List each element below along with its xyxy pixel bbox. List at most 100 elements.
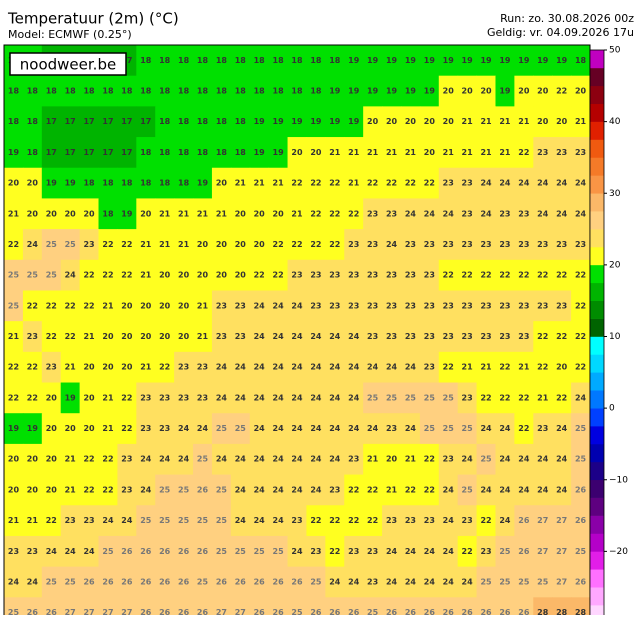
temp-label: 18 [178,179,190,188]
temp-label: 21 [216,209,228,218]
temp-label: 21 [386,485,398,494]
temp-cell [249,443,270,476]
temp-cell [419,229,440,261]
temp-cell [60,351,81,384]
temp-cell [98,137,118,169]
temp-label: 23 [518,209,529,218]
temp-cell [476,413,496,445]
temp-label: 25 [386,393,398,402]
temp-cell [211,167,232,199]
temp-label: 24 [273,485,285,494]
temp-cell [476,229,496,261]
temp-label: 20 [121,301,133,310]
temp-cell [571,535,591,568]
temp-cell [22,351,43,384]
temp-cell [287,45,307,77]
temp-cell [306,106,326,138]
temp-label: 23 [235,301,246,310]
temp-label: 25 [291,608,303,615]
colorbar-band [590,515,604,534]
temp-label: 26 [216,577,228,586]
temp-label: 25 [159,485,171,494]
temp-label: 19 [518,56,530,65]
temp-cell [117,474,137,506]
temp-cell [344,137,364,169]
temp-cell [382,474,402,506]
temp-label: 20 [518,87,530,96]
temp-label: 26 [254,608,266,615]
temp-cell [22,443,43,476]
temp-label: 28 [556,608,568,615]
temp-label: 24 [235,363,247,372]
temp-label: 20 [556,363,568,372]
temp-cell [249,45,270,77]
temp-label: 23 [556,301,567,310]
temp-cell [41,321,62,353]
colorbar-band [590,533,604,552]
temp-cell [457,321,478,353]
temp-cell [4,137,24,169]
temp-label: 24 [310,332,322,341]
temp-cell [98,597,118,619]
temp-cell [400,75,421,107]
temp-cell [193,443,213,476]
temp-cell [325,535,345,568]
temp-cell [419,167,440,199]
temp-label: 22 [83,455,94,464]
temp-label: 19 [8,424,20,433]
temp-cell [230,351,251,384]
temp-cell [155,45,175,77]
temp-cell [400,290,421,322]
temp-label: 24 [273,424,285,433]
temp-cell [382,351,402,384]
temp-cell [193,351,213,384]
temp-cell [571,75,591,107]
temp-label: 22 [46,301,57,310]
temp-label: 25 [424,424,436,433]
temp-label: 27 [556,516,567,525]
temp-label: 24 [329,424,341,433]
temp-cell [41,597,62,619]
colorbar-band [590,229,604,248]
temp-label: 22 [348,516,359,525]
colorbar-band [590,551,604,570]
temp-label: 22 [537,271,548,280]
temp-label: 25 [102,547,114,556]
temp-label: 26 [480,608,492,615]
temp-label: 24 [178,455,190,464]
temp-cell [325,413,345,445]
temp-label: 20 [197,240,209,249]
temp-cell [211,321,232,353]
temp-label: 26 [405,608,417,615]
temp-cell [438,443,459,476]
temp-cell [268,198,289,230]
temp-label: 23 [405,516,416,525]
temp-cell [4,321,24,353]
temp-cell [495,351,515,384]
temp-label: 20 [216,179,228,188]
temp-label: 18 [329,56,341,65]
temp-label: 17 [102,117,113,126]
temp-cell [533,167,553,199]
temp-label: 24 [443,577,455,586]
temp-label: 24 [424,577,436,586]
temp-label: 23 [348,301,359,310]
temp-cell [514,351,534,384]
temp-label: 18 [216,56,228,65]
temp-label: 23 [329,485,340,494]
temp-label: 19 [386,87,398,96]
temp-cell [268,75,289,107]
temp-cell [41,167,62,199]
temp-cell [571,106,591,138]
temp-cell [287,474,307,506]
temp-label: 22 [480,393,491,402]
temp-label: 21 [178,240,190,249]
temp-label: 22 [575,332,586,341]
temp-cell [41,75,62,107]
temp-cell [79,413,100,445]
temp-label: 18 [235,148,247,157]
temp-cell [268,321,289,353]
temp-cell [382,566,402,598]
temp-cell [268,290,289,322]
temp-cell [438,198,459,230]
